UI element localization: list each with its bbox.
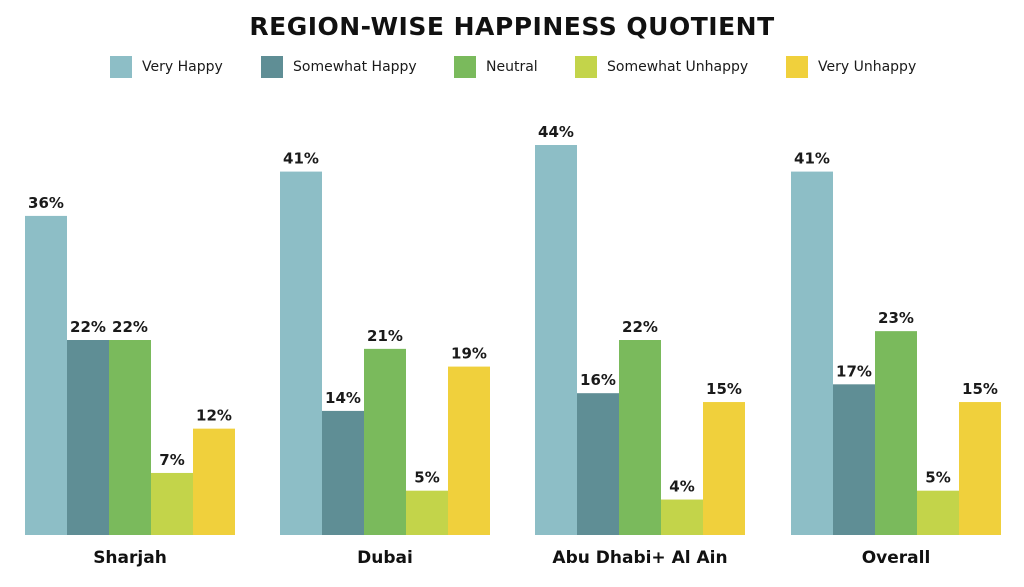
bar-abu-dhabi-al-ain-neutral <box>619 340 661 535</box>
bar-overall-very-unhappy <box>959 402 1001 535</box>
bar-overall-somewhat-unhappy <box>917 490 959 535</box>
category-label-overall: Overall <box>862 548 931 568</box>
data-label-dubai-very-unhappy: 19% <box>451 345 487 363</box>
legend-swatch-somewhat-happy <box>261 56 283 78</box>
data-label-overall-very-unhappy: 15% <box>962 380 998 398</box>
legend-swatch-very-unhappy <box>786 56 808 78</box>
bar-overall-neutral <box>875 331 917 535</box>
bar-dubai-somewhat-happy <box>322 410 364 535</box>
legend: Very Happy Somewhat Happy Neutral Somewh… <box>0 56 1024 78</box>
bar-abu-dhabi-al-ain-somewhat-happy <box>577 393 619 535</box>
data-label-sharjah-very-happy: 36% <box>28 194 64 212</box>
data-label-overall-somewhat-happy: 17% <box>836 362 872 380</box>
bar-sharjah-very-unhappy <box>193 428 235 535</box>
legend-label-somewhat-happy: Somewhat Happy <box>293 59 417 75</box>
data-label-sharjah-somewhat-happy: 22% <box>70 318 106 336</box>
bar-dubai-somewhat-unhappy <box>406 490 448 535</box>
bar-abu-dhabi-al-ain-very-unhappy <box>703 402 745 535</box>
data-label-abu-dhabi-al-ain-somewhat-happy: 16% <box>580 371 616 389</box>
bar-dubai-very-unhappy <box>448 366 490 535</box>
data-label-abu-dhabi-al-ain-very-happy: 44% <box>538 123 574 141</box>
legend-swatch-neutral <box>454 56 476 78</box>
data-label-sharjah-somewhat-unhappy: 7% <box>159 451 184 469</box>
data-label-sharjah-very-unhappy: 12% <box>196 407 232 425</box>
legend-item-somewhat-happy: Somewhat Happy <box>261 56 417 78</box>
legend-label-neutral: Neutral <box>486 59 538 75</box>
chart-title: REGION-WISE HAPPINESS QUOTIENT <box>249 12 775 41</box>
data-label-overall-very-happy: 41% <box>794 150 830 168</box>
legend-swatch-somewhat-unhappy <box>575 56 597 78</box>
data-label-dubai-neutral: 21% <box>367 327 403 345</box>
data-label-overall-somewhat-unhappy: 5% <box>925 469 950 487</box>
data-label-dubai-very-happy: 41% <box>283 150 319 168</box>
data-label-dubai-somewhat-unhappy: 5% <box>414 469 439 487</box>
legend-label-somewhat-unhappy: Somewhat Unhappy <box>607 59 749 75</box>
bar-overall-very-happy <box>791 171 833 535</box>
category-label-abu-dhabi-al-ain: Abu Dhabi+ Al Ain <box>552 548 727 568</box>
legend-item-neutral: Neutral <box>454 56 538 78</box>
bar-sharjah-somewhat-happy <box>67 340 109 535</box>
bar-abu-dhabi-al-ain-very-happy <box>535 145 577 535</box>
bar-sharjah-very-happy <box>25 215 67 535</box>
bar-abu-dhabi-al-ain-somewhat-unhappy <box>661 499 703 535</box>
legend-label-very-happy: Very Happy <box>142 59 223 75</box>
bar-dubai-very-happy <box>280 171 322 535</box>
data-label-overall-neutral: 23% <box>878 309 914 327</box>
data-label-dubai-somewhat-happy: 14% <box>325 389 361 407</box>
data-label-abu-dhabi-al-ain-somewhat-unhappy: 4% <box>669 478 694 496</box>
bar-sharjah-somewhat-unhappy <box>151 472 193 535</box>
legend-item-somewhat-unhappy: Somewhat Unhappy <box>575 56 748 78</box>
legend-item-very-happy: Very Happy <box>110 56 223 78</box>
bar-overall-somewhat-happy <box>833 384 875 535</box>
bar-dubai-neutral <box>364 348 406 535</box>
data-label-sharjah-neutral: 22% <box>112 318 148 336</box>
legend-item-very-unhappy: Very Unhappy <box>786 56 916 78</box>
category-label-dubai: Dubai <box>357 548 413 568</box>
legend-swatch-very-happy <box>110 56 132 78</box>
bar-sharjah-neutral <box>109 340 151 535</box>
data-label-abu-dhabi-al-ain-very-unhappy: 15% <box>706 380 742 398</box>
data-label-abu-dhabi-al-ain-neutral: 22% <box>622 318 658 336</box>
legend-label-very-unhappy: Very Unhappy <box>818 59 917 75</box>
category-label-sharjah: Sharjah <box>93 548 167 568</box>
